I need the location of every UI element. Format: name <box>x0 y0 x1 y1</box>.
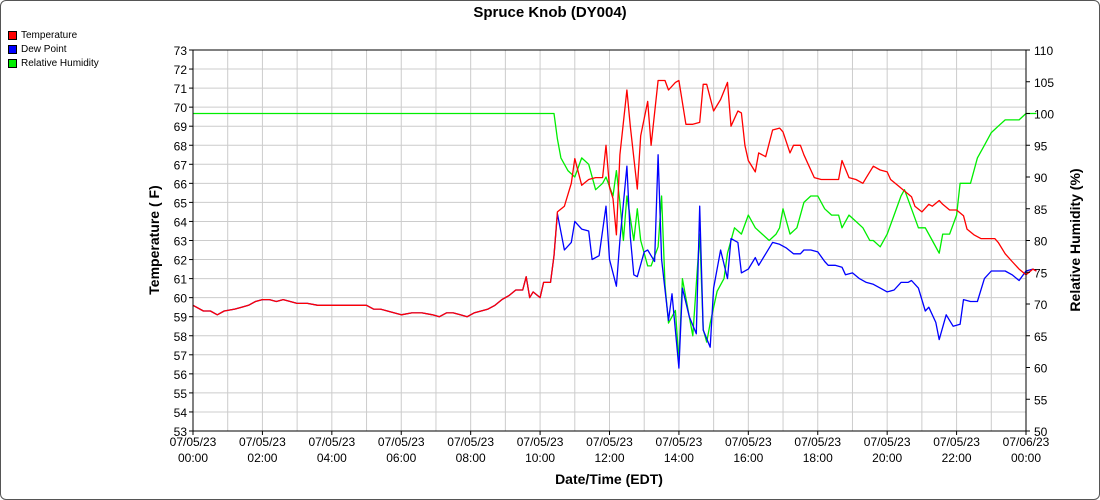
y-right-tick-label: 50 <box>1034 425 1048 439</box>
y-left-tick-label: 67 <box>174 158 188 172</box>
y-right-tick-label: 110 <box>1034 44 1053 58</box>
x-tick-label-time: 12:00 <box>594 451 624 465</box>
x-tick-label-date: 07/05/23 <box>517 435 564 449</box>
legend-label-temperature: Temperature <box>21 29 78 41</box>
legend-swatch-dew-point <box>8 44 17 54</box>
x-tick-label-time: 10:00 <box>525 451 555 465</box>
x-tick-label-date: 07/06/23 <box>1003 435 1050 449</box>
y-right-tick-label: 95 <box>1034 139 1048 153</box>
y-axis-left-title: Temperature ( F) <box>146 185 162 294</box>
legend-label-dew-point: Dew Point <box>21 43 67 55</box>
y-right-tick-label: 90 <box>1034 171 1048 185</box>
x-tick-label-time: 02:00 <box>247 451 277 465</box>
x-tick-label-date: 07/05/23 <box>794 435 841 449</box>
x-tick-label-time: 18:00 <box>803 451 833 465</box>
x-tick-label-date: 07/05/23 <box>447 435 494 449</box>
y-right-tick-label: 80 <box>1034 235 1048 249</box>
y-right-tick-label: 100 <box>1034 108 1054 122</box>
chart-title: Spruce Knob (DY004) <box>473 4 627 21</box>
y-left-tick-label: 73 <box>174 44 188 58</box>
x-tick-label-time: 00:00 <box>178 451 208 465</box>
x-tick-label-time: 14:00 <box>664 451 694 465</box>
x-tick-label-date: 07/05/23 <box>239 435 286 449</box>
x-tick-label-date: 07/05/23 <box>378 435 425 449</box>
series-line-relative-humidity <box>193 112 1037 362</box>
y-left-tick-label: 69 <box>174 120 188 134</box>
y-left-tick-label: 63 <box>174 235 188 249</box>
y-left-tick-label: 71 <box>174 82 188 96</box>
legend-swatch-temperature <box>8 30 17 40</box>
series-line-temperature <box>192 79 1037 318</box>
y-left-tick-label: 55 <box>174 387 188 401</box>
grid <box>192 49 1027 432</box>
y-left-tick-label: 57 <box>174 349 188 363</box>
y-left-tick-label: 66 <box>174 177 188 191</box>
y-left-tick-label: 70 <box>174 101 188 115</box>
axes: 53 54 55 56 57 58 59 60 61 62 63 64 65 66 67 68 69 70 71 72… <box>170 44 1055 465</box>
legend-label-relative-humidity: Relative Humidity <box>21 57 99 69</box>
x-tick-label-date: 07/05/23 <box>933 435 980 449</box>
series-lines <box>192 79 1037 369</box>
x-tick-label-time: 06:00 <box>386 451 416 465</box>
x-tick-label-date: 07/05/23 <box>656 435 703 449</box>
x-tick-label-time: 00:00 <box>1011 451 1041 465</box>
legend-item-temperature: Temperature <box>8 28 99 42</box>
x-axis-title: Date/Time (EDT) <box>555 471 663 487</box>
y-left-tick-label: 60 <box>174 292 188 306</box>
y-right-tick-label: 60 <box>1034 362 1048 376</box>
y-right-tick-label: 85 <box>1034 203 1048 217</box>
legend-item-dew-point: Dew Point <box>8 42 99 56</box>
legend-swatch-relative-humidity <box>8 58 17 68</box>
x-tick-label-time: 22:00 <box>942 451 972 465</box>
y-right-tick-label: 65 <box>1034 330 1048 344</box>
y-left-tick-label: 65 <box>174 196 188 210</box>
x-tick-label-date: 07/05/23 <box>725 435 772 449</box>
y-left-tick-label: 68 <box>174 139 188 153</box>
legend: Temperature Dew Point Relative Humidity <box>8 28 99 70</box>
y-left-tick-label: 64 <box>174 215 188 229</box>
plot-border <box>192 49 1027 432</box>
legend-item-relative-humidity: Relative Humidity <box>8 56 99 70</box>
y-right-tick-label: 75 <box>1034 266 1048 280</box>
y-right-tick-label: 55 <box>1034 393 1048 407</box>
y-right-tick-label: 105 <box>1034 76 1054 90</box>
y-left-tick-label: 56 <box>174 368 188 382</box>
y-left-tick-label: 59 <box>174 311 188 325</box>
y-left-tick-label: 53 <box>174 425 188 439</box>
x-tick-label-time: 16:00 <box>733 451 763 465</box>
y-left-tick-label: 72 <box>174 63 188 77</box>
y-left-tick-label: 61 <box>174 273 188 287</box>
x-tick-label-time: 20:00 <box>872 451 902 465</box>
x-tick-label-time: 08:00 <box>456 451 486 465</box>
y-left-tick-label: 54 <box>174 406 188 420</box>
y-left-tick-label: 62 <box>174 254 188 268</box>
x-tick-label-date: 07/05/23 <box>308 435 355 449</box>
x-tick-label-date: 07/05/23 <box>170 435 217 449</box>
y-right-tick-label: 70 <box>1034 298 1048 312</box>
y-left-tick-label: 58 <box>174 330 188 344</box>
x-tick-label-date: 07/05/23 <box>586 435 633 449</box>
x-tick-label-date: 07/05/23 <box>864 435 911 449</box>
x-tick-label-time: 04:00 <box>317 451 347 465</box>
y-axis-right-title: Relative Humidity (%) <box>1067 168 1083 311</box>
